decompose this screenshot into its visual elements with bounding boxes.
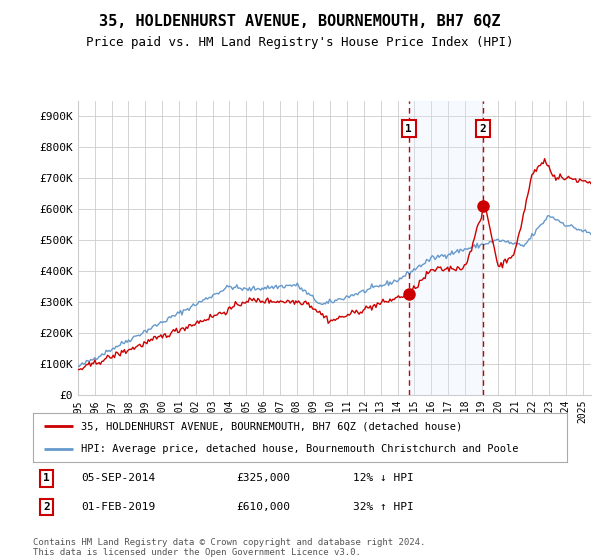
Text: HPI: Average price, detached house, Bournemouth Christchurch and Poole: HPI: Average price, detached house, Bour… bbox=[81, 444, 518, 454]
Text: Price paid vs. HM Land Registry's House Price Index (HPI): Price paid vs. HM Land Registry's House … bbox=[86, 36, 514, 49]
Text: 12% ↓ HPI: 12% ↓ HPI bbox=[353, 473, 414, 483]
Text: 2: 2 bbox=[43, 502, 50, 512]
Text: £610,000: £610,000 bbox=[236, 502, 290, 512]
Text: 35, HOLDENHURST AVENUE, BOURNEMOUTH, BH7 6QZ: 35, HOLDENHURST AVENUE, BOURNEMOUTH, BH7… bbox=[99, 14, 501, 29]
Text: Contains HM Land Registry data © Crown copyright and database right 2024.
This d: Contains HM Land Registry data © Crown c… bbox=[33, 538, 425, 557]
Text: 35, HOLDENHURST AVENUE, BOURNEMOUTH, BH7 6QZ (detached house): 35, HOLDENHURST AVENUE, BOURNEMOUTH, BH7… bbox=[81, 421, 463, 431]
Text: 01-FEB-2019: 01-FEB-2019 bbox=[81, 502, 155, 512]
Bar bbox=[409, 101, 483, 395]
Text: 1: 1 bbox=[406, 124, 412, 134]
Text: £325,000: £325,000 bbox=[236, 473, 290, 483]
Text: 32% ↑ HPI: 32% ↑ HPI bbox=[353, 502, 414, 512]
Text: 2: 2 bbox=[479, 124, 487, 134]
Text: 05-SEP-2014: 05-SEP-2014 bbox=[81, 473, 155, 483]
Text: 1: 1 bbox=[43, 473, 50, 483]
